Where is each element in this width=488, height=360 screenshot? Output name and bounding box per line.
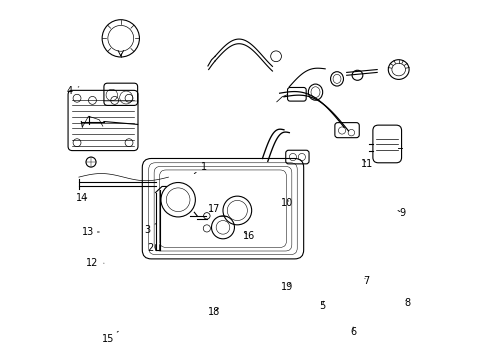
Text: 6: 6 <box>349 327 355 337</box>
Text: 16: 16 <box>243 231 255 240</box>
Text: 7: 7 <box>363 276 369 286</box>
Text: 4: 4 <box>67 86 79 96</box>
Text: 9: 9 <box>397 208 405 218</box>
Text: 8: 8 <box>404 298 410 308</box>
Text: 15: 15 <box>102 331 118 343</box>
Text: 5: 5 <box>319 301 325 311</box>
Text: 1: 1 <box>194 162 207 174</box>
Text: 13: 13 <box>82 227 99 237</box>
Text: 10: 10 <box>280 198 292 208</box>
Text: 17: 17 <box>207 204 220 215</box>
Text: 19: 19 <box>280 282 292 292</box>
Text: 2: 2 <box>147 241 156 253</box>
Text: 12: 12 <box>86 258 104 268</box>
Text: 18: 18 <box>207 307 220 317</box>
Text: 11: 11 <box>361 159 373 169</box>
Text: 3: 3 <box>143 224 155 235</box>
Text: 14: 14 <box>76 193 88 203</box>
